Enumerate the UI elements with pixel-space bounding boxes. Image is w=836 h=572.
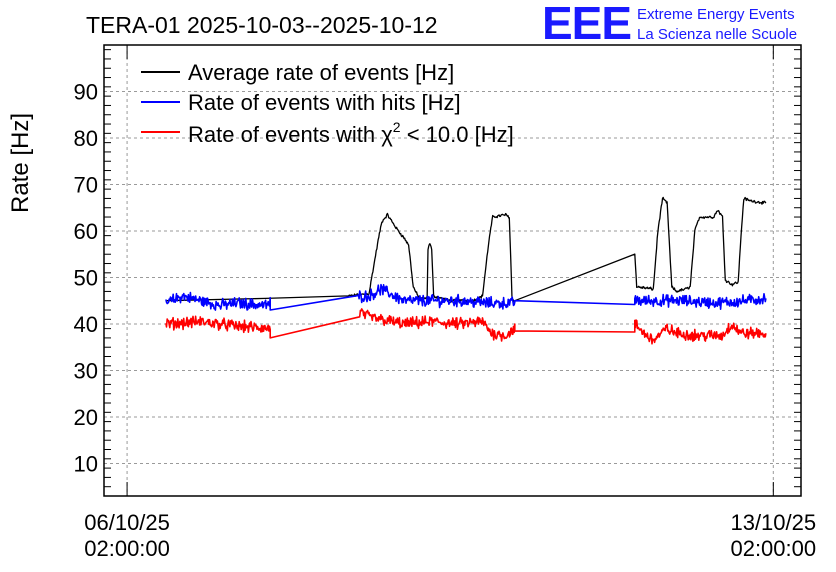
plot-frame	[103, 44, 802, 497]
legend-chi2-exponent: 2	[393, 119, 401, 135]
eee-logo: EEE Extreme Energy Events La Scienza nel…	[542, 0, 797, 49]
y-axis-label: Rate [Hz]	[7, 113, 34, 213]
series-layer	[165, 196, 767, 345]
chart-title: TERA-01 2025-10-03--2025-10-12	[86, 12, 438, 38]
axes: 10203040506070809006/10/2502:00:0013/10/…	[74, 44, 816, 561]
y-tick-label-10: 10	[74, 451, 98, 476]
legend-label-hits: Rate of events with hits [Hz]	[188, 90, 461, 115]
eee-logo-line1: Extreme Energy Events	[637, 6, 795, 23]
x-tick-label-time-0: 02:00:00	[84, 536, 170, 561]
eee-logo-mark: EEE	[542, 0, 631, 49]
legend-chi2-part-b: < 10.0 [Hz]	[401, 122, 514, 147]
y-tick-label-80: 80	[74, 126, 98, 151]
series-line-1	[165, 283, 767, 311]
series-line-2	[165, 308, 767, 345]
y-tick-label-60: 60	[74, 219, 98, 244]
series-line-0	[165, 196, 767, 303]
x-tick-label-time-1: 02:00:00	[730, 536, 816, 561]
y-tick-label-20: 20	[74, 405, 98, 430]
x-tick-label-date-1: 13/10/25	[730, 510, 816, 535]
y-tick-label-40: 40	[74, 312, 98, 337]
legend-chi2-symbol: χ	[381, 122, 393, 147]
legend-label-average: Average rate of events [Hz]	[188, 60, 454, 85]
y-tick-label-30: 30	[74, 358, 98, 383]
y-tick-label-50: 50	[74, 265, 98, 290]
y-tick-label-70: 70	[74, 172, 98, 197]
legend-label-chi2: Rate of events with χ2 < 10.0 [Hz]	[188, 119, 514, 147]
eee-logo-line2: La Scienza nelle Scuole	[637, 26, 797, 43]
legend: Average rate of events [Hz] Rate of even…	[141, 60, 514, 147]
x-tick-label-date-0: 06/10/25	[84, 510, 170, 535]
y-tick-label-90: 90	[74, 79, 98, 104]
legend-chi2-part-a: Rate of events with	[188, 122, 381, 147]
